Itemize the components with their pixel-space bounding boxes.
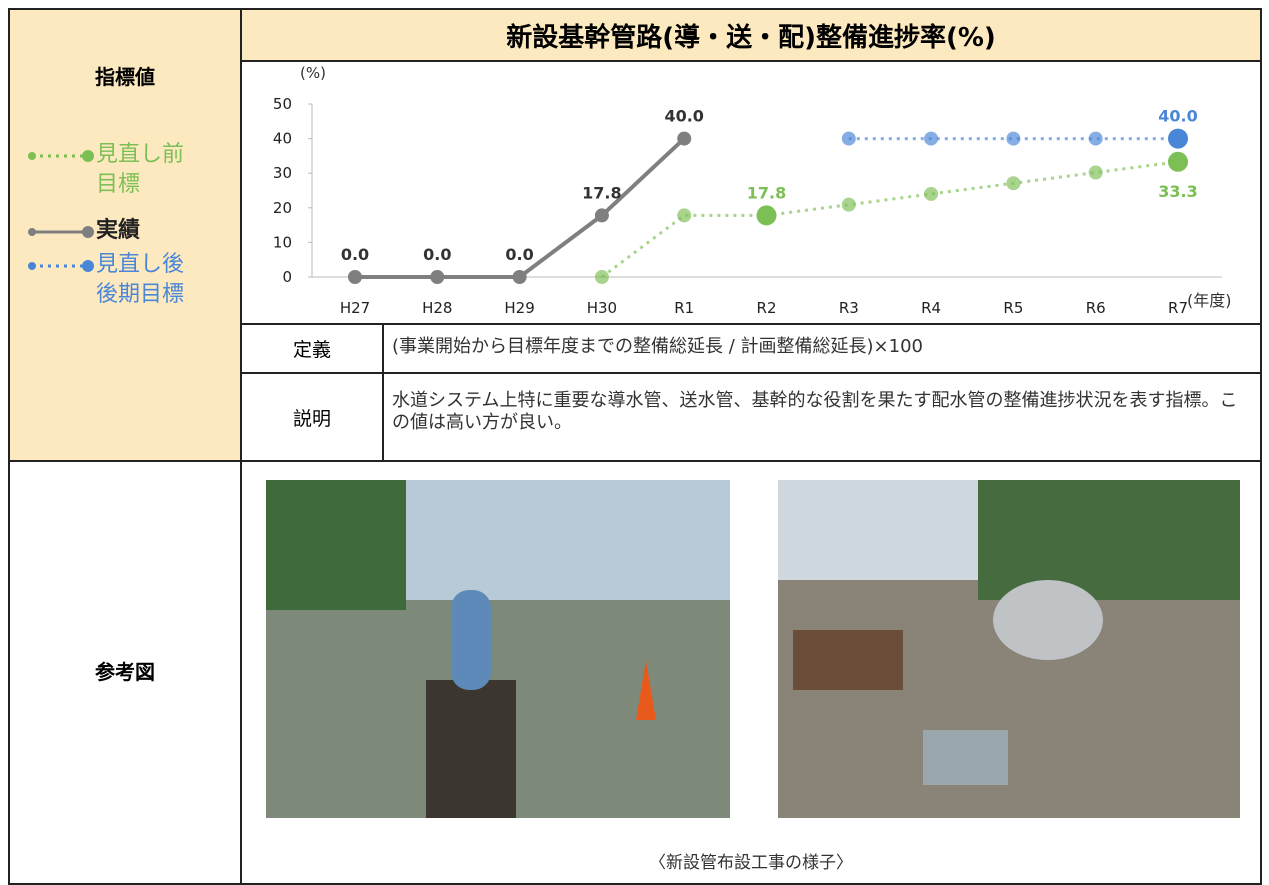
definition-row <box>240 323 1262 374</box>
legend-marker <box>82 150 94 162</box>
data-point <box>1168 128 1188 149</box>
x-tick-label: R6 <box>1086 299 1106 317</box>
data-point <box>1168 151 1188 172</box>
legend-item: 実績 <box>26 216 192 246</box>
legend-marker <box>28 152 36 160</box>
legend-swatch <box>28 226 94 238</box>
data-point <box>756 205 777 226</box>
y-tick-label: 0 <box>282 268 292 286</box>
data-point <box>512 270 527 284</box>
data-point <box>1006 176 1021 191</box>
legend-label: 実績 <box>96 218 141 243</box>
divider <box>382 325 384 372</box>
data-point <box>1006 131 1021 146</box>
x-tick-label: H27 <box>340 299 370 317</box>
photo <box>266 480 730 818</box>
data-point <box>924 131 939 146</box>
legend-swatch <box>28 260 94 272</box>
indicator-label: 指標値 <box>95 64 155 89</box>
trees <box>266 480 406 610</box>
sign <box>923 730 1008 785</box>
pipe <box>451 590 491 690</box>
data-point <box>594 208 609 223</box>
photo <box>778 480 1240 818</box>
legend-item: 見直し後後期目標 <box>26 250 192 310</box>
data-point <box>841 131 856 146</box>
y-tick-label: 30 <box>273 164 292 182</box>
x-tick-label: H30 <box>587 299 617 317</box>
legend: 見直し前目標実績見直し後後期目標 <box>8 140 242 340</box>
x-tick-label: R4 <box>921 299 941 317</box>
definition-text: (事業開始から目標年度までの整備総延長 / 計画整備総延長)×100 <box>392 336 923 357</box>
x-tick-label: H29 <box>504 299 534 317</box>
right-cell-2 <box>240 460 1262 885</box>
y-tick-label: 20 <box>273 199 292 217</box>
x-tick-label: R5 <box>1003 299 1023 317</box>
x-tick-label: R2 <box>757 299 777 317</box>
trees <box>978 480 1240 600</box>
legend-label: 見直し後後期目標 <box>96 252 185 307</box>
data-label: 33.3 <box>1158 182 1197 201</box>
data-point <box>430 270 445 284</box>
data-point <box>594 270 609 284</box>
data-point <box>677 131 692 146</box>
data-label: 0.0 <box>341 245 369 264</box>
chart-title: 新設基幹管路(導・送・配)整備進捗率(%) <box>240 8 1262 62</box>
data-point <box>677 208 692 223</box>
legend-swatch <box>28 150 94 162</box>
x-axis-label: (年度) <box>1187 291 1232 310</box>
description-text: 水道システム上特に重要な導水管、送水管、基幹的な役割を果たす配水管の整備進捗状況… <box>392 390 1238 433</box>
x-tick-label: R3 <box>839 299 859 317</box>
y-tick-label: 50 <box>273 95 292 113</box>
y-tick-label: 10 <box>273 233 292 251</box>
definition-label: 定義 <box>292 339 331 361</box>
legend-marker <box>28 262 36 270</box>
left-cell <box>8 8 242 462</box>
divider <box>382 374 384 460</box>
data-point <box>348 270 362 284</box>
x-tick-label: H28 <box>422 299 452 317</box>
cone <box>636 660 656 720</box>
reference-label: 参考図 <box>95 659 155 684</box>
plates <box>793 630 903 690</box>
data-label: 17.8 <box>582 183 621 202</box>
legend-marker <box>28 228 36 236</box>
pipe <box>993 580 1103 660</box>
data-point <box>924 186 939 201</box>
data-label: 0.0 <box>505 245 533 264</box>
photo-caption: 〈新設管布設工事の様子〉 <box>649 853 853 873</box>
trench <box>426 680 516 818</box>
data-point <box>1088 131 1103 146</box>
chart: (%) (年度) 0 10 20 30 40 50 H27 H28 H29 H30 R1 R2 R3 R4 R5… <box>273 64 1232 317</box>
data-label: 40.0 <box>664 107 703 126</box>
data-point <box>1088 165 1103 180</box>
data-label: 0.0 <box>423 245 451 264</box>
data-label: 17.8 <box>747 183 786 202</box>
x-tick-label: R1 <box>674 299 694 317</box>
legend-marker <box>82 226 94 238</box>
data-label: 40.0 <box>1158 107 1197 126</box>
legend-label: 見直し前目標 <box>96 142 185 197</box>
data-point <box>841 197 856 212</box>
description-label: 説明 <box>292 407 331 430</box>
x-tick-label: R7 <box>1168 299 1188 317</box>
y-tick-label: 40 <box>273 130 292 148</box>
legend-item: 見直し前目標 <box>26 140 192 200</box>
y-axis-label: (%) <box>300 64 326 82</box>
legend-marker <box>82 260 94 272</box>
